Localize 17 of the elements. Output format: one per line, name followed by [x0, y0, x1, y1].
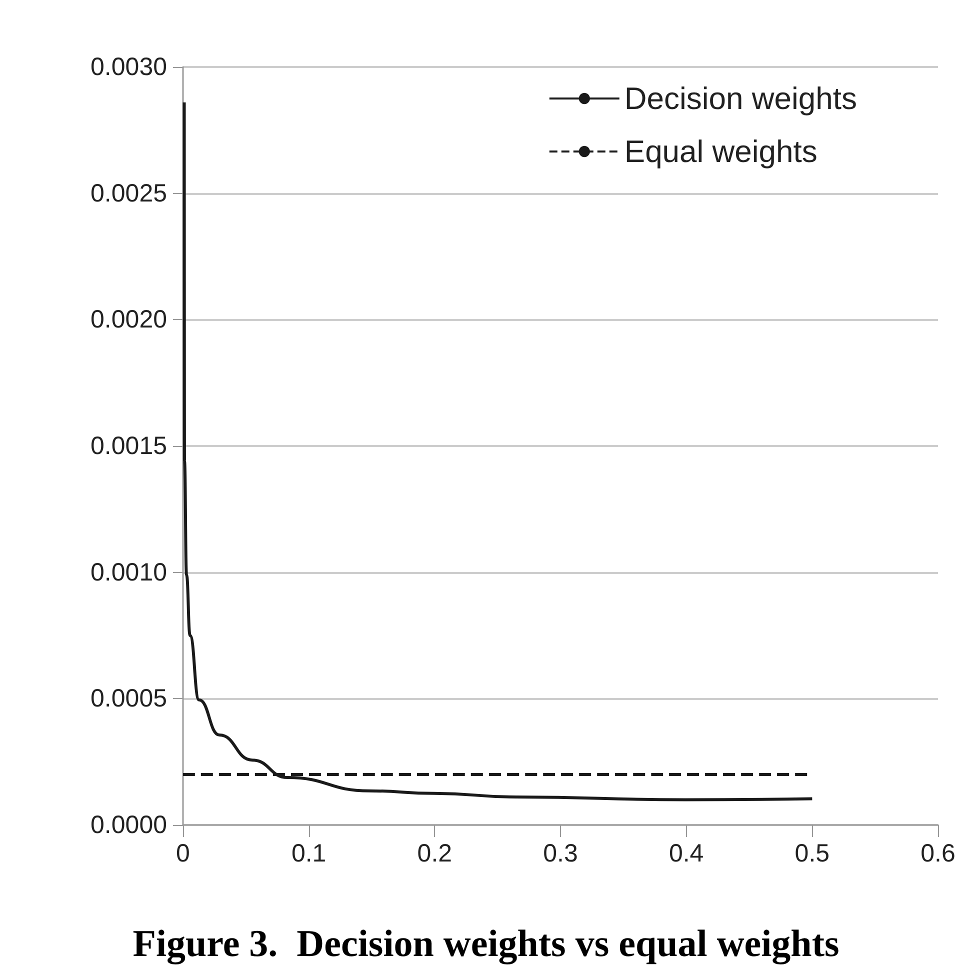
- y-tick-label: 0.0015: [90, 432, 167, 460]
- x-tick-label: 0.3: [543, 840, 578, 868]
- y-tick-label: 0.0030: [90, 53, 167, 81]
- legend-label: Decision weights: [624, 81, 858, 116]
- text: Figure 3. Decision weights vs equal weights: [132, 923, 840, 965]
- x-tick-label: 0.5: [794, 840, 830, 868]
- y-tick-label: 0.0000: [90, 811, 167, 839]
- y-tick-label: 0.0010: [90, 558, 167, 586]
- legend-label: Equal weights: [624, 134, 818, 169]
- x-tick-label: 0.2: [417, 840, 452, 868]
- y-tick-label: 0.0005: [90, 684, 167, 713]
- x-tick-label: 0.6: [920, 840, 956, 868]
- y-tick-label: 0.0020: [90, 306, 167, 334]
- y-tick-label: 0.0025: [90, 179, 167, 208]
- x-tick-label: 0.1: [291, 840, 326, 868]
- x-tick-label: 0.4: [668, 840, 704, 868]
- x-tick-label: 0: [176, 840, 190, 868]
